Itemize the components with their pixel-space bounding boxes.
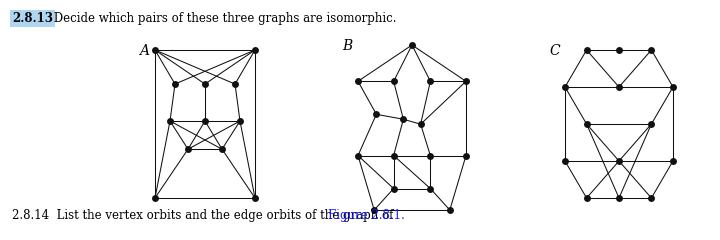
Text: C: C — [549, 44, 559, 58]
Text: A: A — [139, 44, 149, 58]
Text: B: B — [342, 39, 352, 53]
Text: 2.8.14  List the vertex orbits and the edge orbits of the graph of: 2.8.14 List the vertex orbits and the ed… — [12, 209, 397, 222]
Text: 2.8.13: 2.8.13 — [12, 12, 53, 25]
Text: Decide which pairs of these three graphs are isomorphic.: Decide which pairs of these three graphs… — [50, 12, 397, 25]
Text: Figure 2.8.1.: Figure 2.8.1. — [328, 209, 405, 222]
